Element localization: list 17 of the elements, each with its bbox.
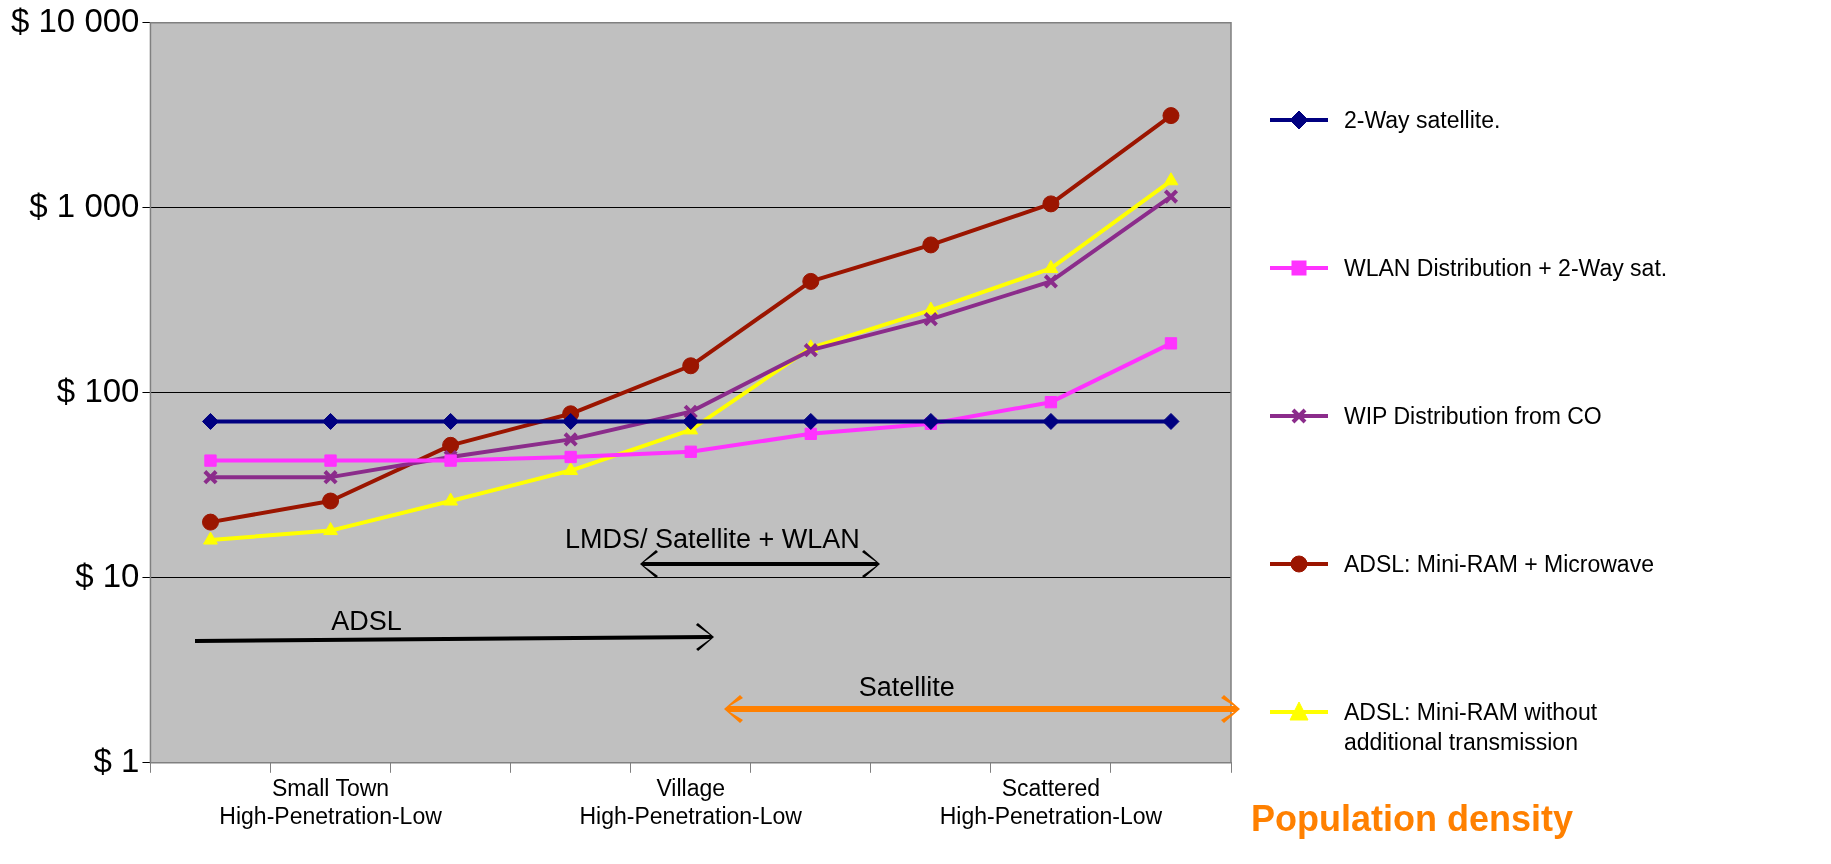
y-tick-label: $ 100: [56, 371, 140, 409]
legend-label: 2-Way satellite.: [1344, 106, 1502, 135]
y-tick-label: $ 1 000: [29, 186, 140, 224]
x-tick-label: Village High-Penetration-Low: [579, 774, 803, 829]
x-tick-label: Small Town High-Penetration-Low: [219, 774, 443, 829]
y-tick-label: $ 1: [93, 741, 140, 779]
annotation: ADSL: [331, 605, 402, 636]
legend-label: WLAN Distribution + 2-Way sat.: [1344, 254, 1669, 283]
legend-label: ADSL: Mini-RAM without additional transmission: [1344, 698, 1599, 757]
annotation: Satellite: [858, 672, 955, 703]
legend-label: ADSL: Mini-RAM + Microwave: [1344, 550, 1655, 579]
x-tick-label: Scattered High-Penetration-Low: [939, 774, 1163, 829]
x-axis-title: Population density: [1251, 797, 1574, 839]
legend-label: WIP Distribution from CO: [1344, 402, 1603, 431]
annotation: LMDS/ Satellite + WLAN: [564, 524, 860, 555]
y-tick-label: $ 10: [75, 556, 140, 594]
y-tick-label: $ 10 000: [10, 1, 140, 39]
